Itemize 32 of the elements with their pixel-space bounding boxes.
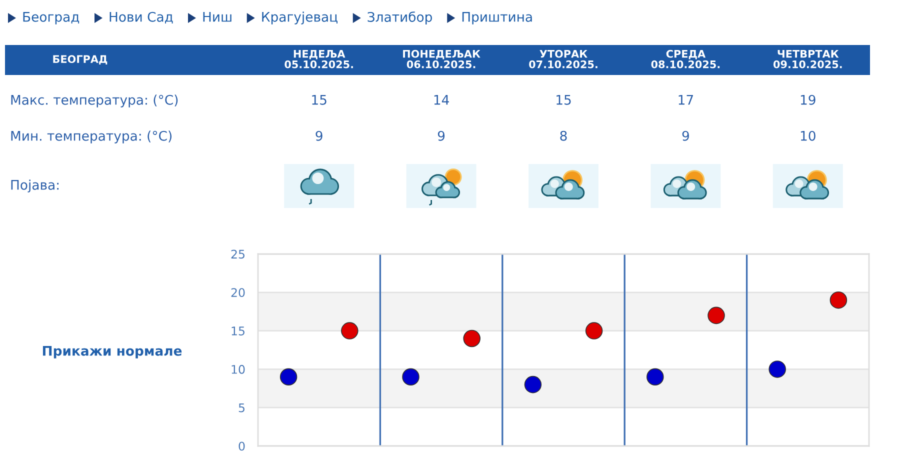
y-tick-label: 10 — [232, 364, 245, 374]
data-label: 14 — [434, 95, 449, 105]
data-label: 10 — [800, 130, 816, 141]
text: Мин. температура: (°C) — [11, 130, 172, 144]
y-tick-label: 25 — [231, 250, 244, 259]
text: НЕДЕЉА 05.10.2025. — [284, 50, 353, 68]
text: Појава: — [11, 180, 59, 192]
text: ПОНЕДЕЉАК 06.10.2025. — [403, 50, 480, 68]
y-tick-label: 20 — [231, 288, 245, 298]
text: УТОРАК 07.10.2025. — [529, 50, 598, 68]
y-tick-label: 0 — [238, 442, 245, 451]
data-label: 19 — [800, 94, 816, 105]
text: ЧЕТВРТАК 09.10.2025. — [773, 50, 842, 68]
text: БЕОГРАД — [53, 55, 108, 65]
data-label: 15 — [556, 95, 571, 105]
text: Београд — [23, 12, 80, 24]
text: Макс. температура: (°C) — [11, 94, 178, 108]
text: Златибор — [368, 12, 432, 24]
data-label: 17 — [678, 95, 693, 105]
data-label: 9 — [438, 130, 445, 141]
data-label: 8 — [560, 130, 567, 141]
data-label: 15 — [312, 95, 326, 105]
text: Приштина — [462, 12, 532, 24]
data-label: 9 — [316, 130, 322, 141]
text: СРЕДА 08.10.2025. — [651, 50, 720, 68]
y-tick-label: 5 — [238, 403, 244, 412]
data-label: 9 — [682, 130, 689, 141]
text: Прикажи нормале — [42, 346, 182, 358]
text: Крагујевац — [262, 12, 338, 24]
text: Ниш — [203, 12, 232, 22]
y-tick-label: 15 — [232, 326, 244, 336]
text: Нови Сад — [110, 12, 173, 24]
